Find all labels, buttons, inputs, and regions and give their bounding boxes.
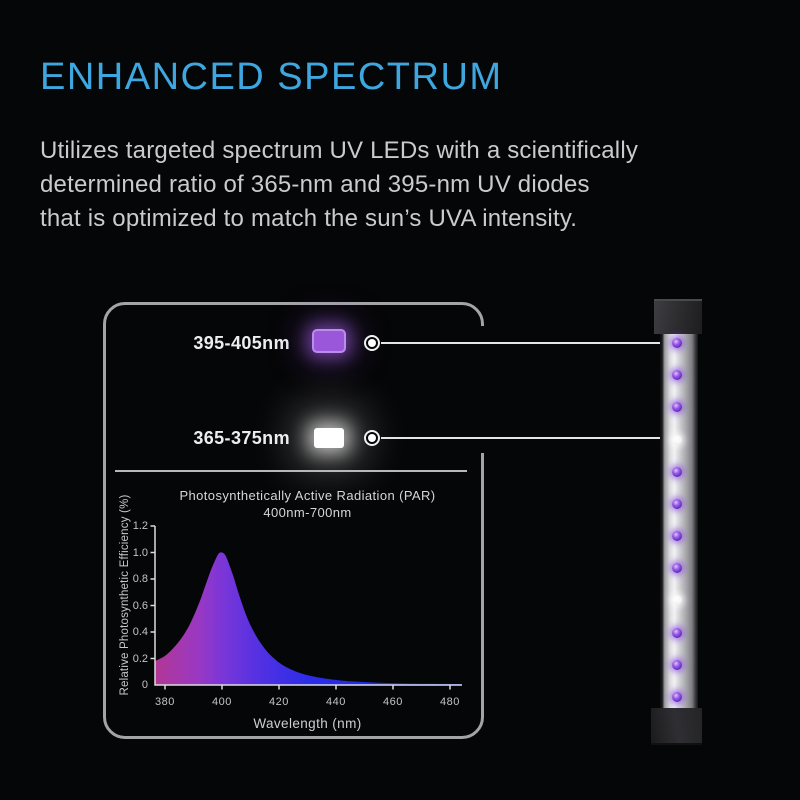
chart-title-line1: Photosynthetically Active Radiation (PAR… [179,488,436,503]
led-bar-bottom-cap [651,708,702,745]
led-swatch-395-405nm [312,329,346,353]
y-tick-label: 0.2 [132,652,148,665]
y-tick-label: 0.8 [132,573,148,585]
callout-marker-icon [364,335,380,351]
led-purple-dot [672,466,682,477]
description-text: Utilizes targeted spectrum UV LEDs with … [40,134,638,236]
led-white-dot [672,434,682,445]
callout-line-395 [381,342,661,344]
y-tick-label: 0.6 [132,599,148,612]
callout-marker-icon [364,430,380,446]
y-tick-label: 1.2 [132,520,148,532]
led-purple-dot [672,691,682,702]
x-tick-label: 480 [440,696,460,708]
led-bar-top-cap [654,299,702,334]
x-tick-label: 420 [269,696,289,708]
led-purple-dot [672,531,682,542]
marker-dot [368,339,376,347]
marker-dot [368,434,376,442]
spectrum-panel [103,302,484,739]
led-purple-dot [672,338,682,348]
legend-label-365-375nm: 365-375nm [193,428,290,448]
chart-title: Photosynthetically Active Radiation (PAR… [130,487,485,521]
y-tick-label: 0.4 [132,626,148,638]
led-white-dot [672,595,682,606]
legend-label-395-405nm: 395-405nm [193,333,290,353]
chart-title-line2: 400nm-700nm [263,505,352,520]
spectrum-curve [155,552,462,685]
page-title: ENHANCED SPECTRUM [40,56,503,98]
x-tick-label: 460 [383,696,403,708]
led-purple-dot [672,498,682,509]
panel-divider [115,470,467,472]
x-tick-label: 380 [155,696,175,708]
led-purple-dot [672,659,682,670]
led-purple-dot [672,563,682,574]
x-tick-label: 400 [212,696,232,708]
description-line: Utilizes targeted spectrum UV LEDs with … [40,137,639,164]
led-purple-dot [672,627,682,638]
panel-border-gap [479,326,490,453]
y-tick-label: 0 [141,679,148,691]
led-swatch-365-375nm [314,428,344,448]
callout-line-365 [381,437,661,439]
led-bar-body [660,334,698,708]
plot-area [150,525,462,690]
description-line: that is optimized to match the sun’s UVA… [40,205,578,232]
chart-axes [150,525,462,690]
led-purple-dot [672,370,682,381]
x-tick-label: 440 [326,696,346,708]
led-purple-dot [672,402,682,413]
y-tick-label: 1.0 [132,546,148,559]
x-axis-label: Wavelength (nm) [253,716,362,731]
description-line: determined ratio of 365-nm and 395-nm UV… [40,171,590,198]
